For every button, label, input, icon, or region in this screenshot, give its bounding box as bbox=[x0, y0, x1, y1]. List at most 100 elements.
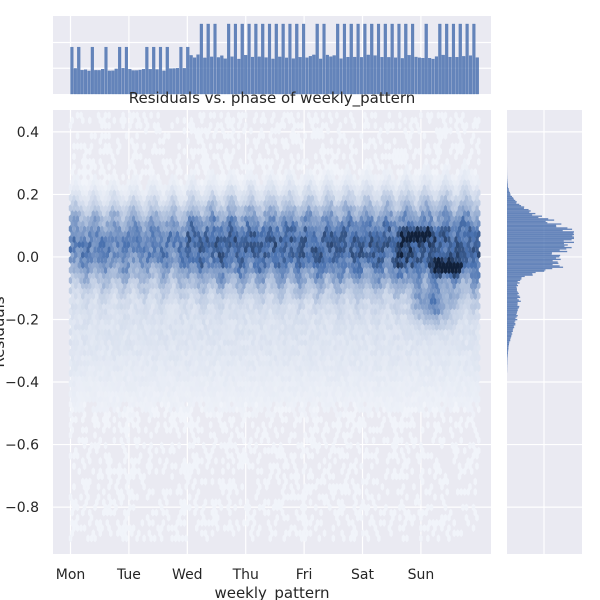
hexbin-cell bbox=[375, 529, 379, 538]
hexbin-cell bbox=[119, 529, 124, 538]
hexbin-cell bbox=[366, 472, 371, 481]
hexbin-cell bbox=[221, 457, 225, 465]
hexbin-cell bbox=[131, 493, 136, 502]
hexbin-cell bbox=[254, 493, 258, 502]
hexbin-cell bbox=[228, 477, 232, 486]
hexbin-cell bbox=[96, 472, 101, 481]
hexbin-cell bbox=[473, 487, 477, 496]
hexbin-cell bbox=[387, 524, 392, 533]
hexbin-cell bbox=[203, 529, 208, 538]
hexbin-cell bbox=[357, 508, 362, 517]
hexbin-cell bbox=[401, 482, 406, 491]
hexbin-cell bbox=[142, 534, 146, 543]
hexbin-cell bbox=[422, 524, 427, 533]
hexbin-cell bbox=[340, 529, 344, 538]
hexbin-cell bbox=[447, 513, 451, 522]
hexbin-cell bbox=[89, 534, 94, 543]
hexbin-cell bbox=[182, 518, 187, 527]
hexbin-cell bbox=[257, 482, 262, 491]
hexbin-cell bbox=[184, 462, 188, 471]
hexbin-cell bbox=[109, 477, 113, 486]
hexbin-cell bbox=[74, 446, 78, 455]
hexbin-cell bbox=[357, 487, 362, 496]
hexbin-cell bbox=[91, 529, 96, 538]
hexbin-cell bbox=[147, 487, 152, 496]
hexbin-cell bbox=[100, 472, 104, 481]
hexbin-layer bbox=[68, 111, 481, 543]
hexbin-cell bbox=[475, 451, 479, 460]
hexbin-cell bbox=[196, 518, 201, 527]
hexbin-cell bbox=[336, 498, 341, 507]
hexbin-cell bbox=[116, 529, 120, 538]
hexbin-cell bbox=[322, 477, 327, 486]
hexbin-cell bbox=[226, 482, 230, 491]
hexbin-cell bbox=[431, 529, 435, 538]
hexbin-cell bbox=[342, 462, 346, 471]
hexbin-cell bbox=[438, 467, 442, 476]
hexbin-cell bbox=[399, 498, 404, 507]
hexbin-cell bbox=[300, 513, 304, 522]
hexbin-cell bbox=[433, 493, 437, 502]
hexbin-cell bbox=[293, 472, 297, 481]
hexbin-cell bbox=[340, 487, 344, 496]
hexbin-cell bbox=[286, 462, 290, 471]
hexbin-cell bbox=[398, 524, 402, 533]
hexbin-cell bbox=[272, 462, 276, 471]
hexbin-cell bbox=[252, 518, 257, 527]
hexbin-cell bbox=[289, 493, 294, 502]
hexbin-cell bbox=[242, 457, 246, 465]
hexbin-cell bbox=[382, 508, 386, 517]
hexbin-cell bbox=[399, 467, 404, 476]
hexbin-cell bbox=[461, 503, 465, 512]
hexbin-cell bbox=[98, 457, 103, 465]
hexbin-cell bbox=[180, 503, 185, 512]
hexbin-cell bbox=[81, 457, 85, 465]
hexbin-cell bbox=[114, 503, 118, 512]
hexbin-cell bbox=[405, 493, 409, 502]
hexbin-cell bbox=[257, 524, 262, 533]
hexbin-cell bbox=[438, 477, 442, 486]
hexbin-cell bbox=[219, 503, 223, 512]
hexbin-cell bbox=[158, 529, 162, 538]
hexbin-cell bbox=[403, 457, 407, 465]
hexbin-cell bbox=[175, 518, 180, 527]
hexbin-cell bbox=[228, 487, 232, 496]
hexbin-cell bbox=[427, 487, 432, 496]
hexbin-cell bbox=[455, 487, 460, 496]
hexbin-cell bbox=[163, 493, 167, 502]
hexbin-cell bbox=[152, 534, 157, 543]
hexbin-cell bbox=[93, 534, 97, 543]
hexbin-cell bbox=[264, 482, 269, 491]
hexbin-cell bbox=[399, 487, 404, 496]
hexbin-cell bbox=[307, 482, 311, 491]
hexbin-cell bbox=[123, 518, 127, 527]
hexbin-cell bbox=[98, 529, 103, 538]
hexbin-cell bbox=[240, 451, 244, 460]
hexbin-cell bbox=[354, 498, 358, 507]
hexbin-cell bbox=[401, 534, 406, 543]
hexbin-cell bbox=[308, 498, 313, 507]
hexbin-cell bbox=[112, 498, 117, 507]
hexbin-cell bbox=[338, 503, 343, 512]
hexbin-cell bbox=[331, 524, 336, 533]
hexbin-cell bbox=[375, 457, 379, 465]
hexbin-cell bbox=[333, 508, 337, 517]
hexbin-cell bbox=[182, 508, 187, 517]
hexbin-cell bbox=[419, 451, 423, 460]
hexbin-cell bbox=[440, 493, 444, 502]
hexbin-cell bbox=[245, 457, 250, 465]
hexbin-cell bbox=[371, 477, 376, 486]
hexbin-cell bbox=[331, 534, 336, 543]
hexbin-cell bbox=[398, 472, 402, 481]
hexbin-cell bbox=[443, 503, 448, 512]
hexbin-cell bbox=[75, 503, 80, 512]
hexbin-cell bbox=[436, 462, 441, 471]
hexbin-cell bbox=[301, 467, 306, 476]
hexbin-cell bbox=[273, 518, 278, 527]
hexbin-cell bbox=[403, 518, 407, 527]
hexbin-cell bbox=[277, 477, 281, 486]
hexbin-cell bbox=[210, 518, 215, 527]
hexbin-cell bbox=[184, 472, 188, 481]
hexbin-cell bbox=[354, 529, 358, 538]
hexbin-cell bbox=[109, 529, 113, 538]
